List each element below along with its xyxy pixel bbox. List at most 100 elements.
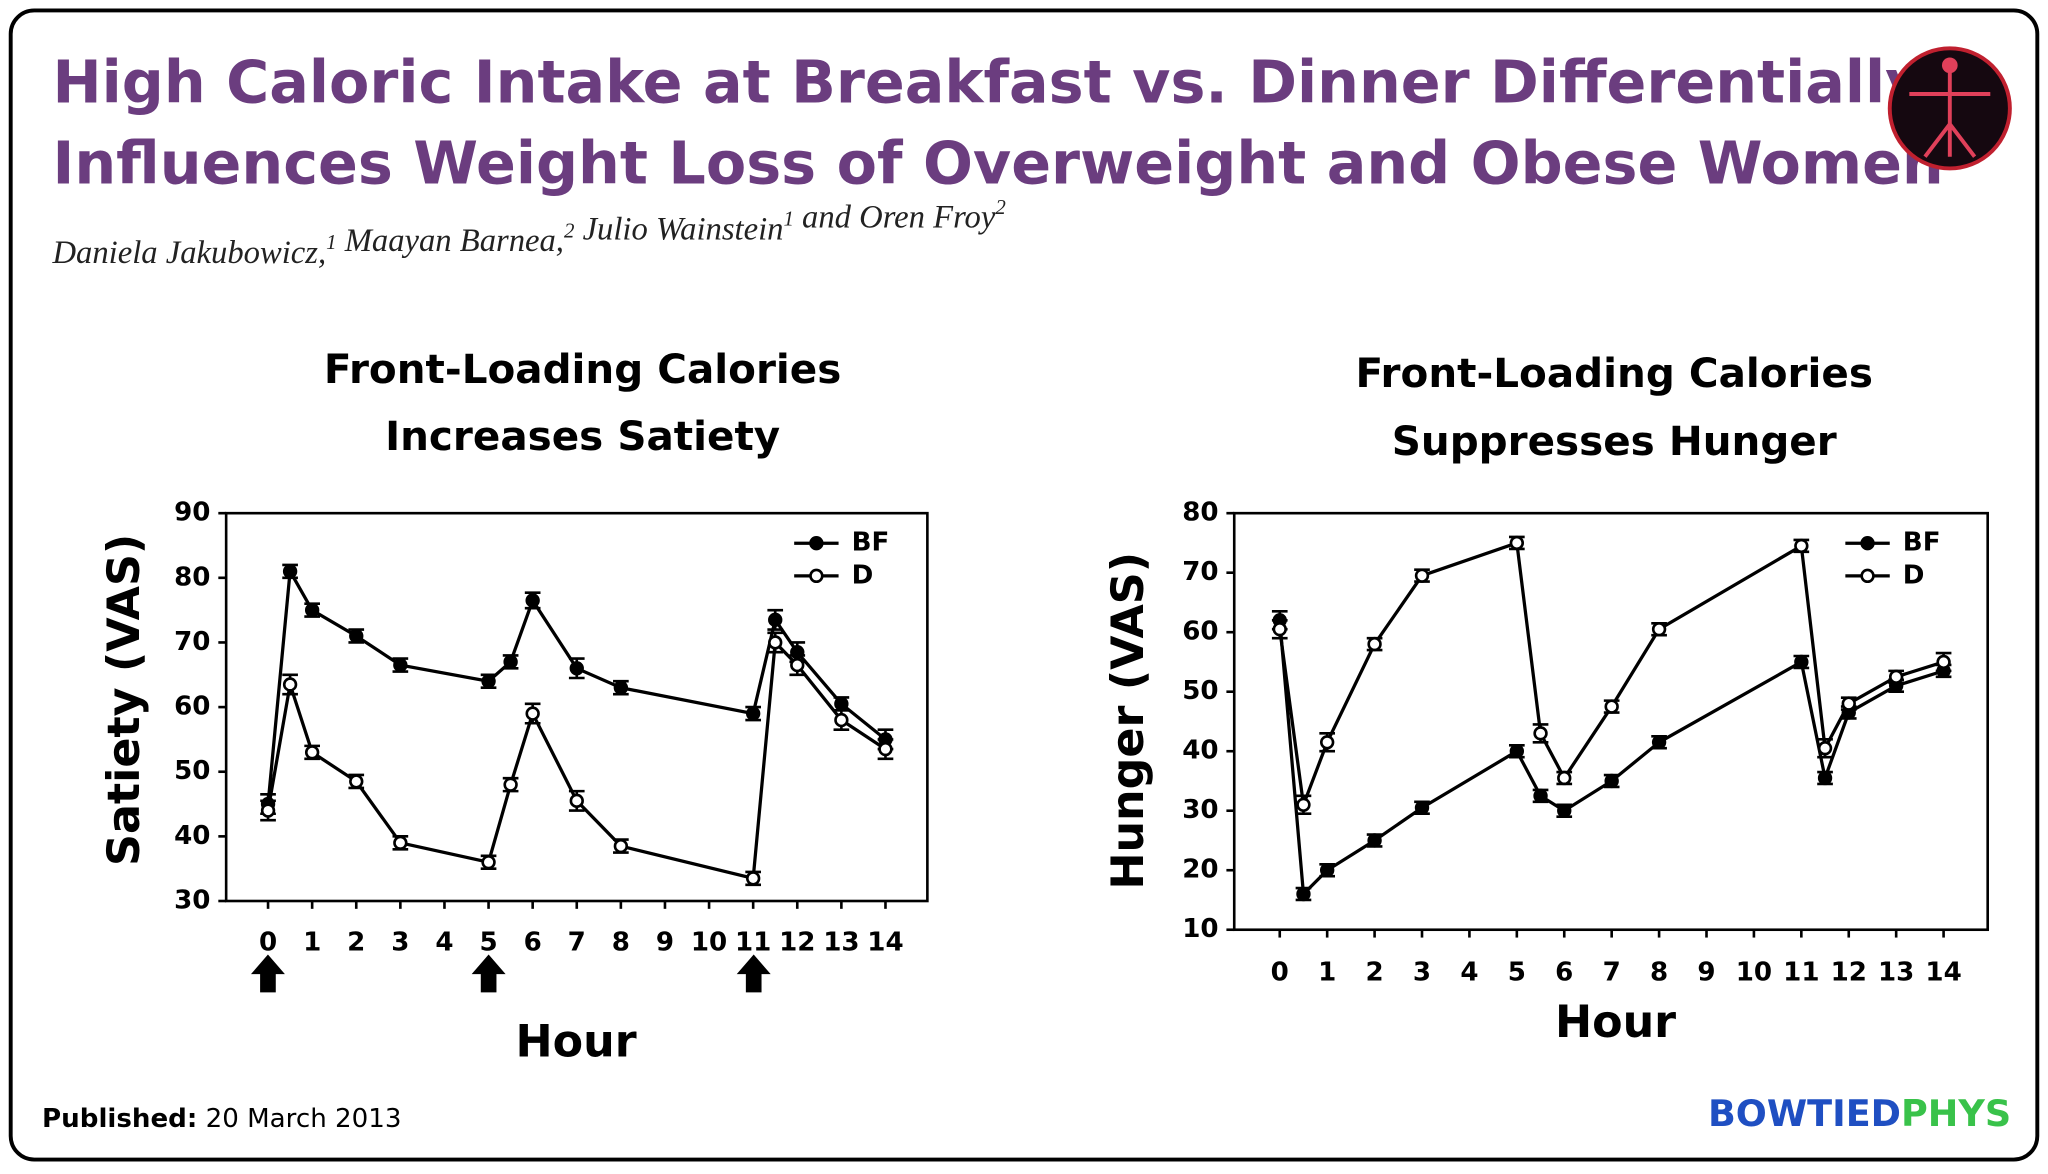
chart-title: Suppresses Hunger bbox=[1392, 417, 1837, 465]
x-tick-label: 5 bbox=[479, 927, 497, 957]
meal-arrow bbox=[250, 954, 285, 993]
x-tick-label: 12 bbox=[779, 927, 815, 957]
legend-label: D bbox=[1903, 560, 1925, 590]
x-tick-label: 8 bbox=[1650, 957, 1668, 987]
y-tick-label: 60 bbox=[174, 692, 210, 722]
data-point bbox=[878, 741, 893, 757]
data-point bbox=[1367, 833, 1382, 848]
data-point bbox=[1651, 622, 1667, 637]
x-tick-label: 6 bbox=[1555, 957, 1573, 987]
data-point bbox=[503, 777, 518, 792]
meal-arrow bbox=[471, 954, 506, 993]
y-tick-label: 40 bbox=[174, 821, 210, 851]
x-tick-label: 13 bbox=[823, 927, 859, 957]
data-point bbox=[1509, 744, 1525, 759]
data-point bbox=[1604, 773, 1619, 789]
title-line: High Caloric Intake at Breakfast vs. Din… bbox=[52, 47, 1923, 116]
legend-marker bbox=[1860, 568, 1875, 584]
data-point bbox=[1533, 726, 1548, 741]
author-affiliation: 2 bbox=[564, 218, 574, 242]
author-affiliation: 2 bbox=[995, 195, 1005, 219]
logo-icon bbox=[1887, 46, 2012, 171]
data-point bbox=[304, 602, 320, 618]
data-point bbox=[745, 871, 761, 886]
data-point bbox=[768, 635, 783, 650]
brand-part: BOWTIED bbox=[1708, 1092, 1901, 1135]
data-point bbox=[1533, 788, 1548, 804]
y-axis-label: Hunger (VAS) bbox=[1103, 552, 1154, 890]
data-point bbox=[1272, 622, 1287, 637]
legend-marker bbox=[809, 568, 824, 584]
data-point bbox=[745, 706, 761, 721]
y-tick-label: 40 bbox=[1182, 736, 1218, 766]
data-point bbox=[282, 564, 298, 579]
meal-arrows bbox=[250, 954, 771, 993]
data-point bbox=[393, 657, 408, 673]
author-affiliation: 1 bbox=[326, 230, 336, 254]
published-label: Published: bbox=[42, 1104, 197, 1134]
data-point bbox=[569, 793, 584, 808]
x-tick-label: 13 bbox=[1878, 957, 1914, 987]
chart-title: Front-Loading Calories bbox=[324, 345, 841, 393]
data-point bbox=[1888, 669, 1904, 685]
published-date: 20 March 2013 bbox=[206, 1104, 402, 1134]
y-tick-label: 60 bbox=[1182, 617, 1218, 647]
data-point bbox=[1414, 800, 1430, 815]
data-point bbox=[1794, 538, 1809, 554]
data-point bbox=[768, 612, 783, 628]
chart-title: Increases Satiety bbox=[385, 412, 780, 460]
y-axis-label: Satiety (VAS) bbox=[99, 534, 150, 866]
data-point bbox=[790, 657, 805, 673]
authors: Daniela Jakubowicz,1 Maayan Barnea,2 Jul… bbox=[51, 195, 1005, 272]
x-tick-label: 14 bbox=[1925, 957, 1961, 987]
legend-label: D bbox=[852, 560, 874, 590]
title-line: Influences Weight Loss of Overweight and… bbox=[52, 128, 1943, 197]
data-point bbox=[834, 712, 849, 728]
x-tick-label: 10 bbox=[691, 927, 727, 957]
data-point bbox=[503, 654, 518, 670]
x-tick-label: 11 bbox=[1783, 957, 1819, 987]
author-name: and Oren Froy bbox=[802, 200, 996, 236]
y-tick-label: 30 bbox=[174, 886, 210, 916]
x-tick-label: 4 bbox=[435, 927, 453, 957]
data-point bbox=[525, 593, 540, 608]
data-point bbox=[481, 674, 496, 689]
y-tick-label: 10 bbox=[1182, 914, 1218, 944]
x-tick-label: 0 bbox=[259, 927, 277, 957]
x-axis-label: Hour bbox=[516, 1017, 637, 1068]
data-point bbox=[1367, 636, 1382, 652]
x-tick-label: 2 bbox=[347, 927, 365, 957]
brand-part: PHYS bbox=[1901, 1092, 2011, 1135]
legend-marker bbox=[1860, 536, 1875, 551]
data-point bbox=[1296, 886, 1311, 902]
data-point bbox=[1604, 699, 1619, 714]
frame bbox=[8, 8, 2040, 1162]
x-tick-label: 0 bbox=[1271, 957, 1289, 987]
x-tick-label: 4 bbox=[1460, 957, 1478, 987]
author-name: Maayan Barnea, bbox=[344, 224, 564, 260]
x-axis-label: Hour bbox=[1555, 997, 1676, 1048]
data-point bbox=[1841, 696, 1856, 711]
data-point bbox=[1817, 770, 1833, 786]
data-point bbox=[1414, 568, 1430, 583]
data-point bbox=[304, 745, 320, 760]
y-tick-label: 30 bbox=[1182, 795, 1218, 825]
data-point bbox=[260, 803, 276, 818]
data-point bbox=[1557, 803, 1572, 818]
author-affiliation: 1 bbox=[783, 206, 793, 230]
data-point bbox=[1296, 797, 1311, 812]
chart-title: Front-Loading Calories bbox=[1356, 349, 1873, 397]
data-point bbox=[525, 706, 540, 721]
data-point bbox=[1319, 735, 1335, 750]
logo-figure bbox=[1909, 65, 1991, 158]
x-tick-label: 9 bbox=[1697, 957, 1715, 987]
x-tick-label: 9 bbox=[656, 927, 674, 957]
x-tick-label: 5 bbox=[1508, 957, 1526, 987]
x-tick-label: 6 bbox=[524, 927, 542, 957]
y-tick-label: 70 bbox=[174, 627, 210, 657]
author-name: Julio Wainstein bbox=[583, 212, 784, 248]
legend-label: BF bbox=[852, 528, 890, 558]
x-tick-label: 8 bbox=[612, 927, 630, 957]
